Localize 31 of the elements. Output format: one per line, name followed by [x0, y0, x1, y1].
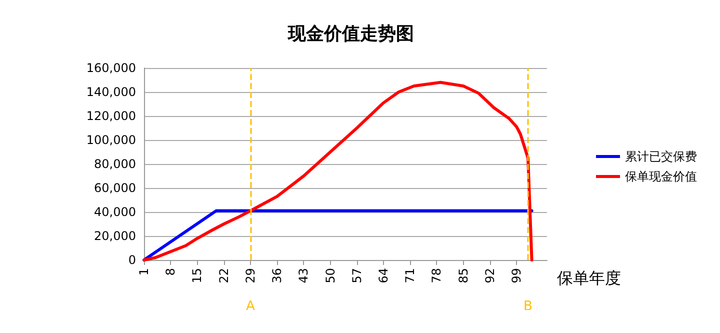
legend-label: 保单现金价值 [625, 170, 697, 184]
x-tick-label: 57 [350, 268, 364, 284]
y-tick-label: 0 [128, 253, 136, 267]
y-tick-label: 60,000 [94, 181, 136, 195]
x-tick-label: 85 [456, 268, 470, 284]
y-tick-label: 100,000 [86, 133, 136, 147]
y-tick-label: 40,000 [94, 205, 136, 219]
x-tick-label: 29 [243, 268, 258, 284]
x-tick-label: 8 [164, 268, 178, 276]
y-tick-label: 160,000 [86, 61, 136, 75]
ref-line-label: B [524, 299, 532, 314]
x-tick-label: 22 [216, 268, 231, 284]
x-tick-label: 64 [376, 268, 391, 284]
x-tick-label: 1 [137, 268, 151, 276]
x-axis-title: 保单年度 [557, 268, 621, 288]
y-tick-label: 140,000 [86, 85, 136, 99]
x-tick-label: 43 [296, 268, 311, 284]
x-tick-label: 15 [190, 268, 204, 284]
legend-label: 累计已交保费 [625, 150, 697, 164]
y-tick-label: 120,000 [86, 109, 136, 123]
x-tick-label: 99 [510, 268, 524, 284]
chart-title: 现金价值走势图 [287, 24, 414, 44]
y-tick-label: 80,000 [94, 157, 136, 171]
x-tick-label: 50 [323, 268, 338, 284]
x-tick-label: 78 [430, 268, 444, 284]
x-tick-label: 92 [482, 268, 497, 284]
ref-line-label: A [246, 299, 255, 314]
x-tick-label: 71 [403, 268, 418, 284]
line-series [142, 80, 534, 262]
y-tick-label: 20,000 [94, 229, 136, 243]
x-tick-label: 36 [270, 268, 284, 284]
